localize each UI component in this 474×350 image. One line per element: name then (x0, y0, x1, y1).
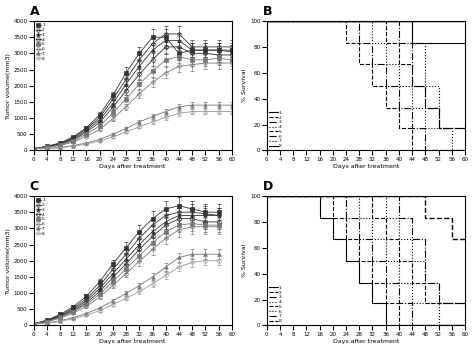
X-axis label: Days after treatment: Days after treatment (100, 340, 166, 344)
Y-axis label: Tumor volume(mm3): Tumor volume(mm3) (6, 53, 10, 119)
Y-axis label: Tumor volume(mm3): Tumor volume(mm3) (6, 228, 10, 294)
Legend: 1, 2, 3, 4, 5, 6, 7, 8: 1, 2, 3, 4, 5, 6, 7, 8 (35, 197, 46, 237)
X-axis label: Days after treatment: Days after treatment (333, 340, 399, 344)
Y-axis label: % Survival: % Survival (242, 69, 247, 103)
Legend: 1, 2, 3, 4, 5, 6, 7, 8: 1, 2, 3, 4, 5, 6, 7, 8 (35, 22, 46, 62)
X-axis label: Days after treatment: Days after treatment (100, 164, 166, 169)
X-axis label: Days after treatment: Days after treatment (333, 164, 399, 169)
Legend: 1, 2, 3, 4, 5, 6, 7, 8: 1, 2, 3, 4, 5, 6, 7, 8 (268, 110, 283, 149)
Text: D: D (263, 180, 273, 194)
Text: C: C (29, 180, 39, 194)
Legend: 1, 2, 3, 4, 5, 6, 7, 8: 1, 2, 3, 4, 5, 6, 7, 8 (268, 285, 283, 324)
Text: B: B (263, 5, 272, 19)
Y-axis label: % Survival: % Survival (242, 244, 247, 278)
Text: A: A (29, 5, 39, 19)
